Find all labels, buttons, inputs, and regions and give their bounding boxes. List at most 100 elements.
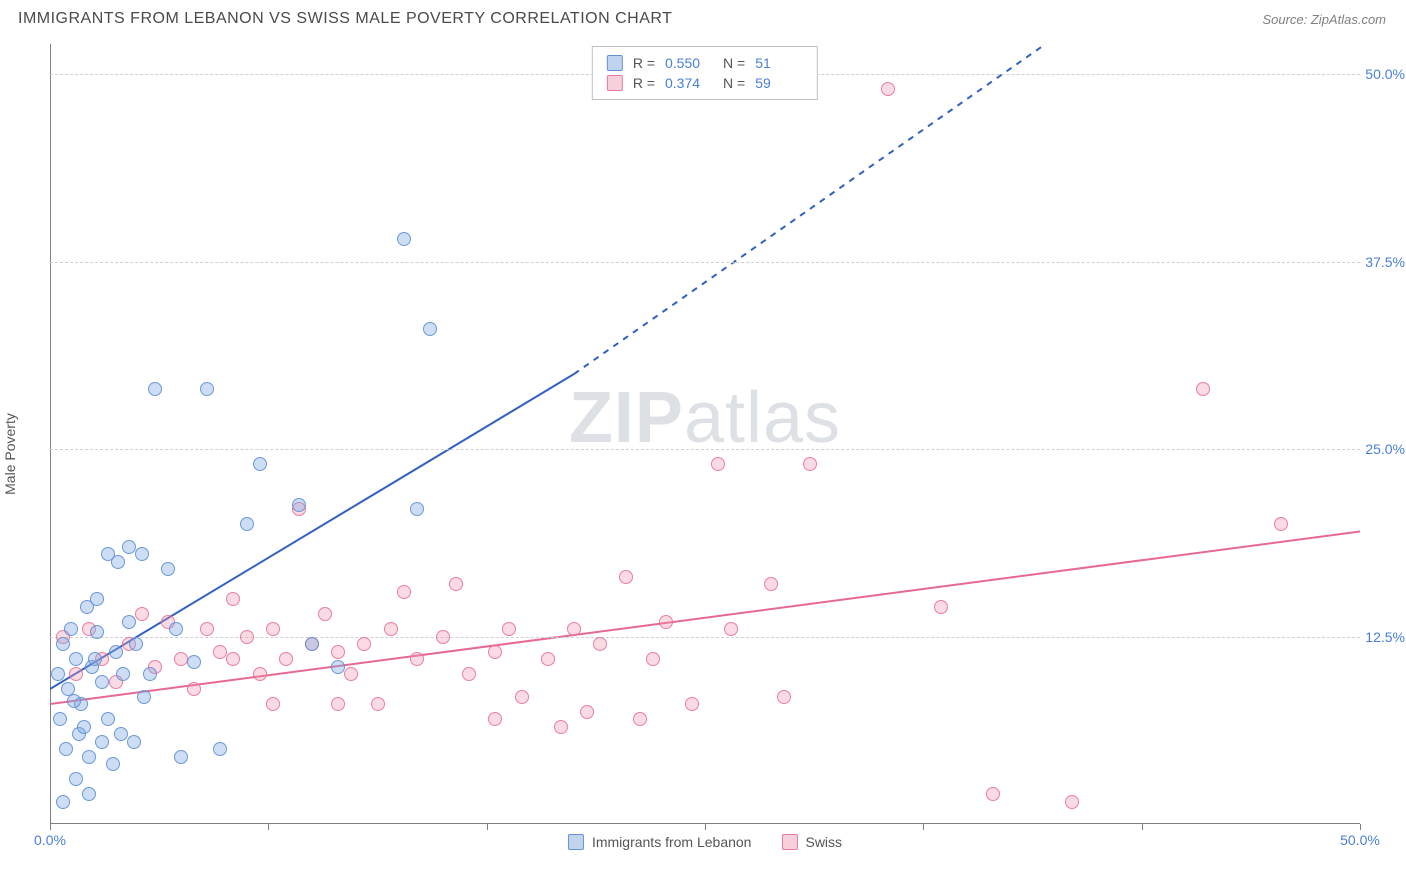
data-point — [305, 637, 319, 651]
data-point — [423, 322, 437, 336]
data-point — [318, 607, 332, 621]
data-point — [488, 645, 502, 659]
data-point — [371, 697, 385, 711]
data-point — [240, 517, 254, 531]
data-point — [174, 652, 188, 666]
x-axis-legend: Immigrants from Lebanon Swiss — [568, 834, 842, 850]
data-point — [593, 637, 607, 651]
legend-swatch — [607, 55, 623, 71]
data-point — [331, 660, 345, 674]
data-point — [567, 622, 581, 636]
n-value: 59 — [755, 75, 803, 91]
data-point — [129, 637, 143, 651]
gridline — [50, 262, 1360, 263]
data-point — [331, 697, 345, 711]
data-point — [187, 655, 201, 669]
data-point — [226, 652, 240, 666]
data-point — [53, 712, 67, 726]
data-point — [881, 82, 895, 96]
watermark: ZIPatlas — [569, 377, 841, 459]
data-point — [64, 622, 78, 636]
series-legend-item: Immigrants from Lebanon — [568, 834, 752, 850]
x-tick — [50, 824, 51, 830]
data-point — [111, 555, 125, 569]
data-point — [69, 652, 83, 666]
data-point — [82, 750, 96, 764]
data-point — [764, 577, 778, 591]
data-point — [777, 690, 791, 704]
data-point — [724, 622, 738, 636]
data-point — [135, 547, 149, 561]
data-point — [143, 667, 157, 681]
data-point — [67, 694, 81, 708]
data-point — [934, 600, 948, 614]
data-point — [253, 667, 267, 681]
correlation-legend: R = 0.550 N = 51 R = 0.374 N = 59 — [592, 46, 818, 100]
data-point — [135, 607, 149, 621]
gridline — [50, 449, 1360, 450]
data-point — [397, 232, 411, 246]
legend-swatch — [568, 834, 584, 850]
data-point — [226, 592, 240, 606]
data-point — [711, 457, 725, 471]
data-point — [240, 630, 254, 644]
data-point — [56, 795, 70, 809]
data-point — [200, 622, 214, 636]
source-attribution: Source: ZipAtlas.com — [1262, 12, 1386, 27]
legend-swatch — [781, 834, 797, 850]
data-point — [436, 630, 450, 644]
data-point — [109, 645, 123, 659]
data-point — [69, 667, 83, 681]
series-label: Immigrants from Lebanon — [592, 834, 752, 850]
data-point — [90, 625, 104, 639]
data-point — [646, 652, 660, 666]
data-point — [449, 577, 463, 591]
data-point — [397, 585, 411, 599]
x-tick — [268, 824, 269, 830]
y-tick-label: 50.0% — [1365, 66, 1405, 82]
r-value: 0.374 — [665, 75, 713, 91]
data-point — [266, 622, 280, 636]
data-point — [279, 652, 293, 666]
data-point — [169, 622, 183, 636]
series-label: Swiss — [805, 834, 842, 850]
data-point — [200, 382, 214, 396]
chart-title: IMMIGRANTS FROM LEBANON VS SWISS MALE PO… — [18, 10, 672, 28]
data-point — [384, 622, 398, 636]
data-point — [137, 690, 151, 704]
n-value: 51 — [755, 55, 803, 71]
data-point — [127, 735, 141, 749]
data-point — [344, 667, 358, 681]
data-point — [515, 690, 529, 704]
data-point — [122, 615, 136, 629]
y-axis-line — [50, 44, 51, 824]
data-point — [148, 382, 162, 396]
data-point — [161, 562, 175, 576]
r-label: R = — [633, 75, 655, 91]
data-point — [114, 727, 128, 741]
data-point — [1274, 517, 1288, 531]
data-point — [502, 622, 516, 636]
data-point — [619, 570, 633, 584]
data-point — [580, 705, 594, 719]
data-point — [357, 637, 371, 651]
data-point — [77, 720, 91, 734]
x-tick-max: 50.0% — [1340, 832, 1380, 848]
data-point — [213, 742, 227, 756]
data-point — [69, 772, 83, 786]
data-point — [410, 652, 424, 666]
r-value: 0.550 — [665, 55, 713, 71]
data-point — [90, 592, 104, 606]
series-legend-item: Swiss — [781, 834, 842, 850]
data-point — [187, 682, 201, 696]
data-point — [95, 735, 109, 749]
r-label: R = — [633, 55, 655, 71]
y-axis-label: Male Poverty — [2, 413, 18, 495]
data-point — [331, 645, 345, 659]
legend-row: R = 0.550 N = 51 — [607, 53, 803, 73]
data-point — [56, 637, 70, 651]
data-point — [88, 652, 102, 666]
trend-lines — [50, 44, 1360, 824]
data-point — [1065, 795, 1079, 809]
y-tick-label: 37.5% — [1365, 254, 1405, 270]
